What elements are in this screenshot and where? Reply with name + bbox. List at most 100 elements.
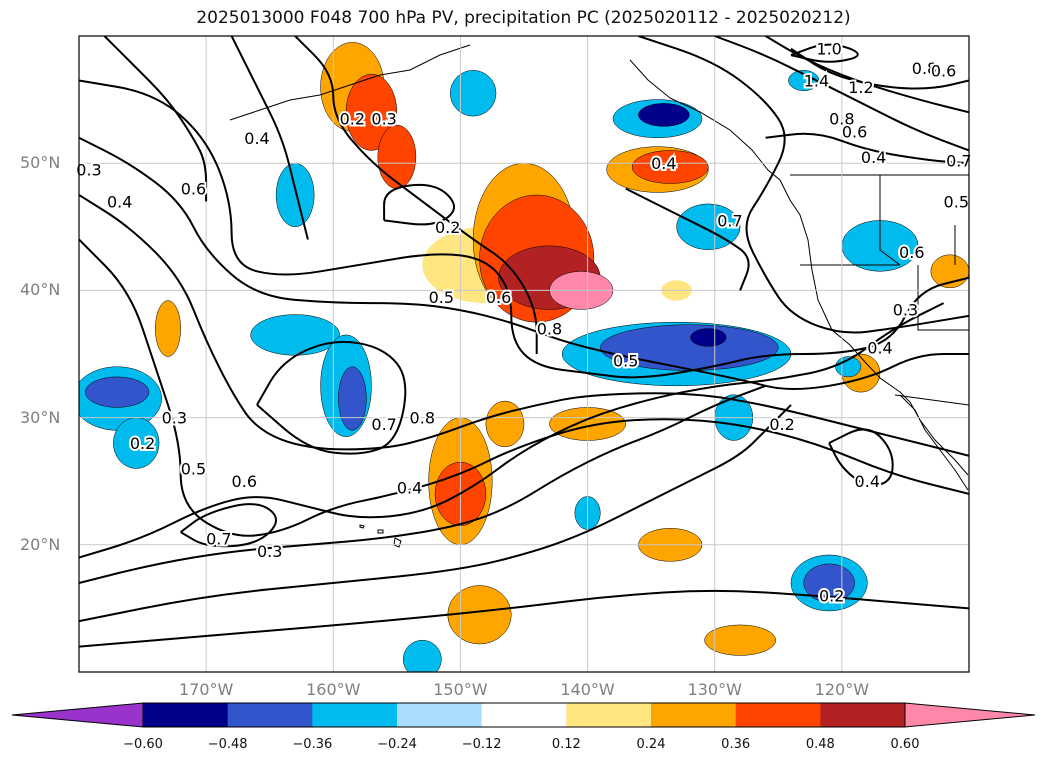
contour-label-23: 0.8 [912, 59, 937, 78]
alaska-coast [229, 44, 471, 121]
lat-tick-label: 30°N [20, 407, 61, 427]
pv-contour-7 [79, 589, 969, 648]
colorbar-box-0 [143, 703, 229, 727]
contour-label-16: 0.3 [162, 409, 187, 428]
precip-blob-12 [485, 400, 525, 448]
colorbar-box-4 [481, 703, 567, 727]
pv-contour-8 [383, 183, 456, 226]
colorbar-tick-label: 0.24 [636, 737, 666, 752]
contour-label-37: 0.2 [819, 587, 844, 606]
pv-contour-2 [79, 194, 969, 457]
colorbar-frame [142, 702, 906, 728]
colorbar-box-8 [820, 703, 906, 727]
pv-contours [79, 36, 969, 648]
contour-label-35: 0.2 [769, 415, 794, 434]
graticule [79, 36, 969, 672]
precip-blob-23 [450, 70, 497, 117]
pv-contour-labels: 0.30.40.60.40.2 0.30.20.5 0.60.80.40.70.50… [74, 38, 973, 608]
contour-label-8: 0.6 [486, 288, 511, 307]
colorbar-tick-label: −0.36 [292, 737, 333, 752]
contour-label-6: 0.2 [435, 218, 460, 237]
pv-contour-0 [79, 79, 969, 379]
precip-blob-33 [690, 328, 727, 347]
pv-contour-16 [790, 43, 859, 63]
pv-contour-21 [103, 36, 208, 202]
precip-blob-30 [338, 366, 367, 431]
pv-contour-9 [256, 340, 407, 455]
pv-contour-4 [79, 302, 945, 559]
colorbar-tick-label: −0.12 [461, 737, 502, 752]
hawaii-big-island [393, 537, 402, 548]
colorbar-tick-label: 0.12 [551, 737, 581, 752]
precip-blob-1 [345, 73, 398, 151]
contour-label-15: 0.4 [397, 479, 422, 498]
pv-contour-18 [625, 187, 750, 291]
colorbar-tick-label: 0.48 [805, 737, 835, 752]
pv-contour-6 [79, 404, 792, 623]
lon-tick-label: 150°W [433, 680, 488, 699]
pv-contour-12 [638, 36, 969, 334]
pv-contour-11 [828, 428, 894, 487]
lon-tick-label: 140°W [560, 680, 615, 699]
colorbar [11, 702, 1036, 728]
contour-label-3: 0.4 [244, 129, 269, 148]
precip-blob-22 [638, 103, 690, 127]
hawaii-maui [377, 529, 384, 534]
contour-label-12: 0.5 [613, 351, 638, 370]
contour-label-0: 0.3 [76, 161, 101, 180]
contour-label-24: 0.6 [931, 61, 956, 80]
pv-contour-15 [790, 47, 969, 90]
hawaiian-islands [359, 524, 402, 548]
contour-label-1: 0.4 [107, 192, 132, 211]
precipitation-shading [79, 42, 969, 672]
precip-blob-41 [402, 639, 442, 672]
colorbar-extend-high [904, 702, 1036, 728]
contour-label-22: 1.0 [816, 40, 841, 59]
colorbar-box-3 [397, 703, 483, 727]
contour-label-21: 0.3 [257, 542, 282, 561]
precip-blob-35 [85, 376, 150, 408]
precip-blob-2 [377, 124, 417, 189]
contour-label-18: 0.5 [181, 459, 206, 478]
mexico-border [894, 394, 969, 406]
contour-label-10: 0.4 [651, 154, 676, 173]
precip-blob-27 [275, 162, 315, 228]
map-frame [78, 35, 970, 673]
contour-label-33: 0.3 [893, 300, 918, 319]
contour-label-7: 0.5 [429, 288, 454, 307]
pv-contour-19 [294, 36, 538, 354]
contour-label-14: 0.7 [371, 415, 396, 434]
lon-tick-label: 130°W [687, 680, 742, 699]
contour-label-13: 0.8 [410, 409, 435, 428]
contour-label-20: 0.7 [206, 529, 231, 548]
colorbar-tick-label: −0.24 [377, 737, 417, 752]
contour-label-28: 0.6 [842, 122, 867, 141]
contour-label-32: 0.6 [899, 243, 924, 262]
colorbar-box-6 [651, 703, 737, 727]
state-border-3 [879, 175, 901, 266]
lon-tick-label: 160°W [306, 680, 361, 699]
pv-contour-14 [765, 36, 969, 114]
lat-tick-label: 20°N [20, 534, 61, 554]
contour-label-36: 0.4 [855, 472, 880, 491]
colorbar-box-1 [227, 703, 313, 727]
precip-blob-28 [250, 314, 340, 356]
pv-contour-10 [180, 503, 278, 548]
precip-blob-16 [704, 624, 776, 656]
contour-label-19: 0.6 [232, 472, 257, 491]
precip-blob-9 [631, 150, 709, 184]
contour-label-17: 0.2 [130, 434, 155, 453]
contour-label-25: 1.4 [804, 72, 829, 91]
map-title: 2025013000 F048 700 hPa PV, precipitatio… [196, 8, 851, 28]
coastlines [229, 44, 969, 491]
colorbar-tick-label: 0.36 [721, 737, 751, 752]
precip-blob-24 [788, 70, 820, 91]
contour-label-11: 0.7 [717, 211, 742, 230]
colorbar-tick-label: 0.60 [890, 737, 920, 752]
contour-label-34: 0.4 [867, 339, 892, 358]
colorbar-box-5 [566, 703, 652, 727]
contour-label-9: 0.8 [537, 320, 562, 339]
contour-label-2: 0.6 [181, 180, 206, 199]
lon-tick-label: 120°W [814, 680, 870, 699]
